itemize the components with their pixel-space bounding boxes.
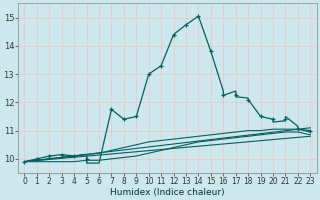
X-axis label: Humidex (Indice chaleur): Humidex (Indice chaleur) (110, 188, 225, 197)
